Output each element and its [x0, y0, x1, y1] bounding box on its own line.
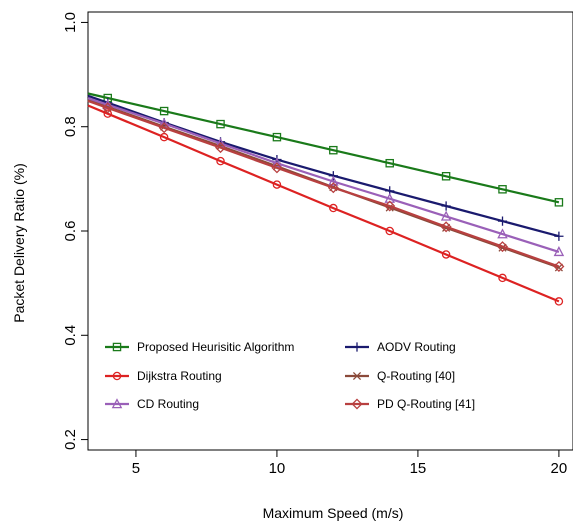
series-line — [87, 99, 560, 268]
data-point — [441, 250, 451, 259]
series-line — [87, 92, 560, 204]
data-point — [554, 297, 564, 306]
legend-marker — [352, 371, 362, 381]
data-point — [440, 210, 452, 221]
series-5 — [87, 97, 565, 257]
data-point — [328, 175, 339, 186]
series-6 — [87, 99, 565, 272]
x-tick-label: 5 — [132, 460, 140, 477]
data-point — [159, 106, 169, 116]
data-point — [498, 185, 507, 194]
data-point — [554, 231, 564, 241]
legend: Proposed Heurisitic Algorithm AODV Routin… — [105, 340, 475, 411]
data-point — [215, 142, 227, 154]
y-tick-label: 1.0 — [62, 12, 79, 33]
series-line — [87, 94, 560, 238]
data-point — [553, 246, 565, 257]
data-point — [329, 203, 338, 213]
legend-item: Dijkstra Routing — [105, 369, 222, 383]
legend-item: Q-Routing [40] — [345, 369, 455, 383]
legend-label: Proposed Heurisitic Algorithm — [137, 340, 294, 354]
data-point — [440, 221, 452, 233]
legend-marker — [112, 371, 122, 381]
legend-label: Dijkstra Routing — [137, 369, 222, 383]
legend-marker — [351, 398, 363, 410]
x-tick-label: 10 — [269, 460, 286, 477]
x-tick-label: 20 — [551, 460, 568, 477]
legend-marker — [111, 398, 123, 409]
y-tick-label: 0.2 — [62, 429, 79, 450]
data-point — [496, 241, 509, 253]
y-axis-title: Packet Delivery Ratio (%) — [11, 163, 27, 323]
legend-label: Q-Routing [40] — [377, 369, 455, 383]
data-point — [272, 180, 282, 189]
legend-label: PD Q-Routing [41] — [377, 397, 475, 411]
data-point — [384, 200, 396, 212]
data-point — [497, 228, 508, 239]
data-point — [497, 216, 508, 226]
legend-label: AODV Routing — [377, 340, 456, 354]
x-axis: 5 10 15 20 — [132, 450, 567, 477]
y-tick-label: 0.6 — [62, 221, 79, 242]
series-layer — [87, 92, 565, 306]
series-2 — [87, 94, 564, 241]
data-point — [158, 122, 170, 134]
data-point — [441, 201, 451, 211]
data-point — [553, 260, 565, 272]
data-point — [327, 182, 339, 194]
series-line — [87, 97, 560, 253]
x-axis-title: Maximum Speed (m/s) — [263, 505, 404, 521]
data-point — [498, 273, 507, 283]
data-point — [159, 132, 169, 142]
y-tick-label: 0.4 — [62, 325, 79, 346]
data-point — [441, 171, 451, 181]
legend-item: Proposed Heurisitic Algorithm — [105, 340, 294, 354]
data-point — [102, 102, 114, 114]
data-point — [216, 119, 225, 129]
data-point — [103, 109, 112, 118]
x-tick-label: 15 — [410, 460, 427, 477]
legend-item: AODV Routing — [345, 340, 456, 354]
data-point — [385, 226, 394, 236]
legend-label: CD Routing — [137, 397, 199, 411]
legend-marker — [112, 342, 122, 352]
data-point — [329, 145, 338, 155]
y-tick-label: 0.8 — [62, 116, 79, 137]
data-point — [272, 132, 282, 142]
y-axis: 0.2 0.4 0.6 0.8 1.0 — [62, 12, 88, 450]
legend-marker — [352, 342, 362, 352]
plot-frame — [87, 11, 573, 451]
data-point — [271, 162, 283, 174]
data-point — [554, 198, 564, 207]
series-line — [87, 104, 560, 303]
data-point — [385, 158, 394, 168]
legend-item: PD Q-Routing [41] — [345, 397, 475, 411]
series-3 — [87, 104, 564, 306]
data-point — [216, 156, 225, 166]
series-1 — [87, 92, 564, 207]
legend-item: CD Routing — [105, 397, 199, 411]
